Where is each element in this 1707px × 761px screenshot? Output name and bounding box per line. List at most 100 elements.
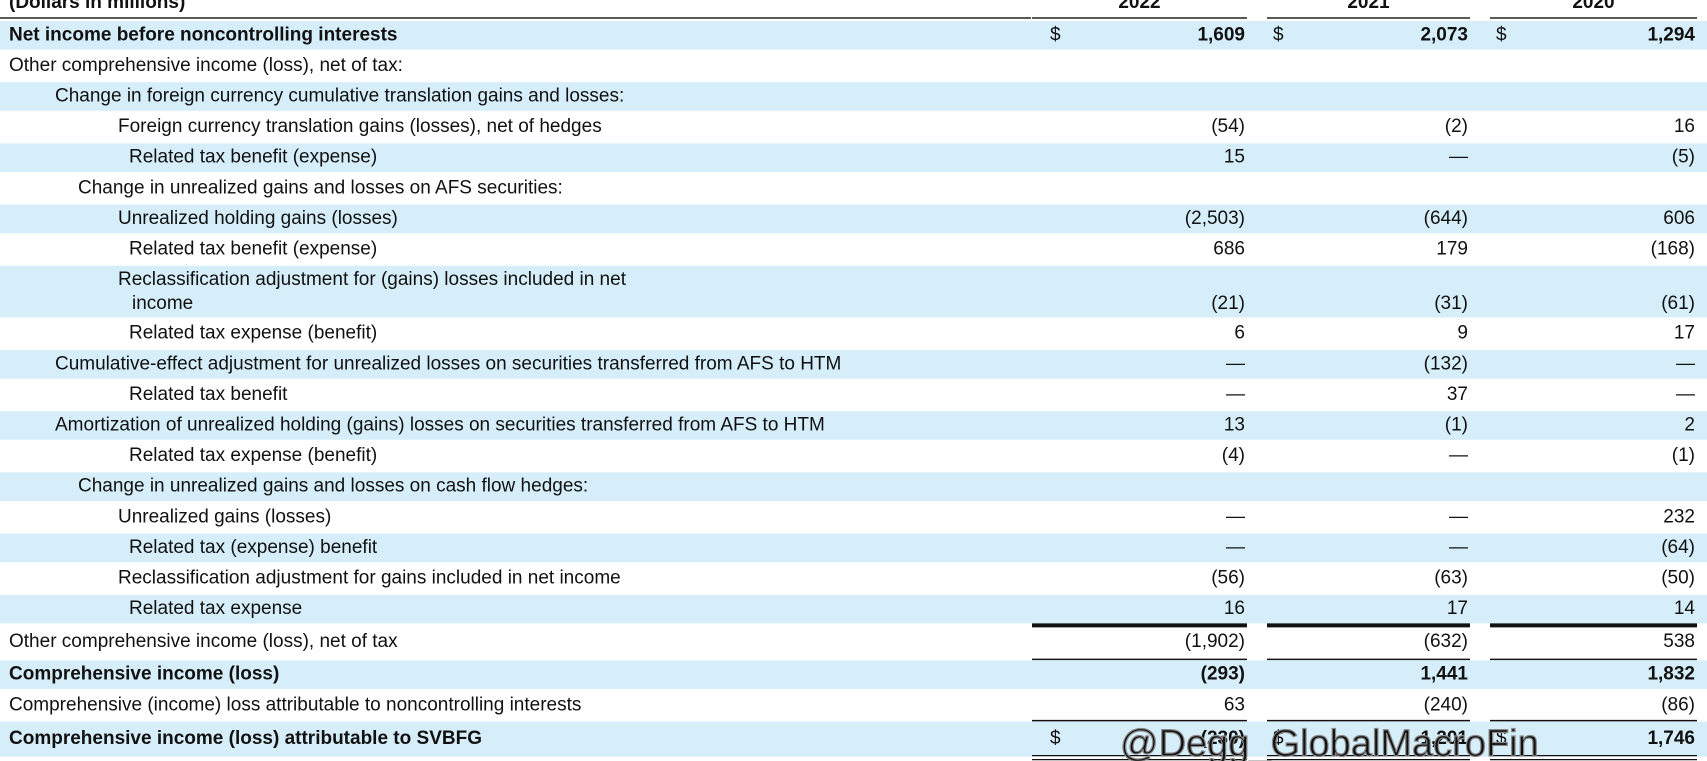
cell-value: 16 xyxy=(1674,116,1695,137)
cell-value: — xyxy=(1226,537,1245,558)
cell-value: 14 xyxy=(1674,598,1696,619)
cell-value: 2,073 xyxy=(1420,24,1468,45)
currency-symbol: $ xyxy=(1496,24,1507,45)
watermark: @Degg_GlobalMacroFin xyxy=(1120,723,1539,761)
row-shade xyxy=(0,350,1707,379)
cell-value: 9 xyxy=(1457,323,1468,344)
row-label: Amortization of unrealized holding (gain… xyxy=(55,415,825,436)
cell-value: — xyxy=(1676,353,1695,374)
cell-value: (64) xyxy=(1661,537,1695,558)
cell-value: — xyxy=(1449,537,1468,558)
cell-value: 686 xyxy=(1213,239,1245,260)
cell-value: 1,832 xyxy=(1647,664,1695,685)
cell-value: — xyxy=(1676,384,1695,405)
cell-value: 1,746 xyxy=(1647,728,1695,749)
cell-value: (5) xyxy=(1672,147,1695,168)
row-label: Foreign currency translation gains (loss… xyxy=(118,116,602,137)
cell-value: — xyxy=(1449,445,1468,466)
row-label: Unrealized gains (losses) xyxy=(118,506,331,527)
cell-value: — xyxy=(1226,384,1245,405)
cell-value: 63 xyxy=(1224,694,1245,715)
row-shade xyxy=(0,21,1707,50)
unit-label: (Dollars in millions) xyxy=(9,0,185,13)
row-shade xyxy=(0,265,1707,318)
cell-value: (632) xyxy=(1424,631,1468,652)
cell-value: (54) xyxy=(1211,116,1245,137)
cell-value: 16 xyxy=(1224,598,1245,619)
row-label: Cumulative-effect adjustment for unreali… xyxy=(55,353,841,374)
row-label: Related tax expense xyxy=(129,598,302,619)
cell-value: (2,503) xyxy=(1185,208,1245,229)
cell-value: (4) xyxy=(1222,445,1245,466)
cell-value: (63) xyxy=(1434,568,1468,589)
cell-value: (293) xyxy=(1201,664,1245,685)
cell-value: 179 xyxy=(1436,239,1468,260)
row-label: Change in unrealized gains and losses on… xyxy=(78,476,588,497)
row-shade xyxy=(0,82,1707,111)
row-shade xyxy=(0,204,1707,234)
cell-value: 232 xyxy=(1663,506,1695,527)
cell-value: (1) xyxy=(1445,415,1468,436)
cell-value: 6 xyxy=(1234,323,1245,344)
row-label: Related tax expense (benefit) xyxy=(129,445,377,466)
row-label: Change in unrealized gains and losses on… xyxy=(78,177,563,198)
row-label: Comprehensive (income) loss attributable… xyxy=(9,694,581,715)
cell-value: (31) xyxy=(1434,293,1468,314)
currency-symbol: $ xyxy=(1050,24,1061,45)
row-label: Related tax benefit (expense) xyxy=(129,239,377,260)
row-label: Related tax benefit xyxy=(129,384,288,405)
cell-value: (86) xyxy=(1661,694,1695,715)
cell-value: (240) xyxy=(1424,694,1468,715)
cell-value: (56) xyxy=(1211,568,1245,589)
cell-value: (644) xyxy=(1424,208,1468,229)
cell-value: 1,201 xyxy=(1420,728,1468,749)
row-label: Other comprehensive income (loss), net o… xyxy=(9,55,403,76)
row-label: Comprehensive income (loss) xyxy=(9,664,279,685)
row-label: Change in foreign currency cumulative tr… xyxy=(55,86,624,107)
year-header: 2020 xyxy=(1572,0,1614,13)
cell-value: 17 xyxy=(1447,598,1468,619)
cell-value: — xyxy=(1226,353,1245,374)
year-header: 2022 xyxy=(1118,0,1160,13)
cell-value: 17 xyxy=(1674,323,1695,344)
cell-value: (21) xyxy=(1211,293,1245,314)
cell-value: (132) xyxy=(1424,353,1468,374)
row-label: Reclassification adjustment for (gains) … xyxy=(118,269,627,290)
row-shade xyxy=(0,721,1707,757)
cell-value: — xyxy=(1449,147,1468,168)
cell-value: (168) xyxy=(1651,239,1695,260)
cell-value: — xyxy=(1449,506,1468,527)
row-shade xyxy=(0,143,1707,172)
row-shade xyxy=(0,472,1707,501)
row-label: Related tax benefit (expense) xyxy=(129,147,377,168)
row-shade xyxy=(0,594,1707,624)
row-label: Reclassification adjustment for gains in… xyxy=(118,568,621,589)
cell-value: (2) xyxy=(1445,116,1468,137)
currency-symbol: $ xyxy=(1050,728,1061,749)
cell-value: (1,902) xyxy=(1185,631,1245,652)
row-label: Related tax expense (benefit) xyxy=(129,323,377,344)
row-label: Comprehensive income (loss) attributable… xyxy=(9,728,482,749)
cell-value: (1) xyxy=(1672,445,1695,466)
row-label: Unrealized holding gains (losses) xyxy=(118,208,398,229)
cell-value: — xyxy=(1226,506,1245,527)
cell-value: 538 xyxy=(1663,631,1695,652)
cell-value: 1,609 xyxy=(1197,24,1245,45)
cell-value: 1,294 xyxy=(1647,24,1695,45)
cell-value: 13 xyxy=(1224,415,1245,436)
cell-value: (61) xyxy=(1661,293,1695,314)
cell-value: (50) xyxy=(1661,568,1695,589)
cell-value: 2 xyxy=(1684,415,1695,436)
row-label: Related tax (expense) benefit xyxy=(129,537,378,558)
currency-symbol: $ xyxy=(1273,24,1284,45)
cell-value: (230) xyxy=(1201,728,1245,749)
cell-value: 606 xyxy=(1663,208,1695,229)
row-shade xyxy=(0,411,1707,440)
row-label: Net income before noncontrolling interes… xyxy=(9,24,398,45)
currency-symbol: $ xyxy=(1496,728,1507,749)
row-label: Other comprehensive income (loss), net o… xyxy=(9,631,398,652)
currency-symbol: $ xyxy=(1273,728,1284,749)
row-shade xyxy=(0,660,1707,689)
